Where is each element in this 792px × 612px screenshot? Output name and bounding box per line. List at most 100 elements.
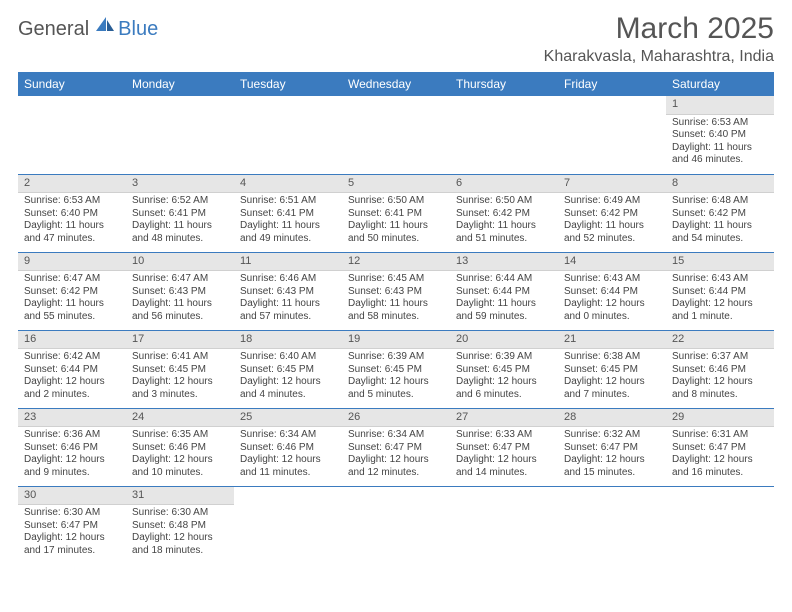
- day-number: 8: [666, 175, 774, 194]
- sunrise-line: Sunrise: 6:46 AM: [240, 273, 336, 286]
- day-body: Sunrise: 6:36 AMSunset: 6:46 PMDaylight:…: [18, 427, 126, 483]
- day-body: Sunrise: 6:32 AMSunset: 6:47 PMDaylight:…: [558, 427, 666, 483]
- sunrise-line: Sunrise: 6:36 AM: [24, 429, 120, 442]
- sunset-line: Sunset: 6:46 PM: [132, 442, 228, 455]
- sail-icon: [94, 15, 116, 38]
- calendar-cell: 13Sunrise: 6:44 AMSunset: 6:44 PMDayligh…: [450, 252, 558, 330]
- calendar-cell: 30Sunrise: 6:30 AMSunset: 6:47 PMDayligh…: [18, 486, 126, 564]
- calendar-cell: 7Sunrise: 6:49 AMSunset: 6:42 PMDaylight…: [558, 174, 666, 252]
- daylight-line: Daylight: 12 hours and 4 minutes.: [240, 376, 336, 401]
- sunrise-line: Sunrise: 6:43 AM: [672, 273, 768, 286]
- calendar-cell: 31Sunrise: 6:30 AMSunset: 6:48 PMDayligh…: [126, 486, 234, 564]
- daylight-line: Daylight: 12 hours and 18 minutes.: [132, 532, 228, 557]
- daylight-line: Daylight: 11 hours and 56 minutes.: [132, 298, 228, 323]
- calendar-cell: 6Sunrise: 6:50 AMSunset: 6:42 PMDaylight…: [450, 174, 558, 252]
- weekday-header: Wednesday: [342, 72, 450, 96]
- sunrise-line: Sunrise: 6:39 AM: [348, 351, 444, 364]
- weekday-header: Tuesday: [234, 72, 342, 96]
- daylight-line: Daylight: 11 hours and 58 minutes.: [348, 298, 444, 323]
- calendar-cell: 18Sunrise: 6:40 AMSunset: 6:45 PMDayligh…: [234, 330, 342, 408]
- daylight-line: Daylight: 11 hours and 55 minutes.: [24, 298, 120, 323]
- title-block: March 2025 Kharakvasla, Maharashtra, Ind…: [544, 12, 774, 66]
- day-body: Sunrise: 6:30 AMSunset: 6:47 PMDaylight:…: [18, 505, 126, 561]
- sunset-line: Sunset: 6:47 PM: [348, 442, 444, 455]
- calendar-cell-empty: [342, 486, 450, 564]
- sunrise-line: Sunrise: 6:42 AM: [24, 351, 120, 364]
- day-number: 3: [126, 175, 234, 194]
- sunrise-line: Sunrise: 6:37 AM: [672, 351, 768, 364]
- sunset-line: Sunset: 6:41 PM: [132, 208, 228, 221]
- calendar-cell: 17Sunrise: 6:41 AMSunset: 6:45 PMDayligh…: [126, 330, 234, 408]
- daylight-line: Daylight: 12 hours and 6 minutes.: [456, 376, 552, 401]
- calendar-cell-empty: [450, 486, 558, 564]
- daylight-line: Daylight: 12 hours and 16 minutes.: [672, 454, 768, 479]
- sunset-line: Sunset: 6:43 PM: [240, 286, 336, 299]
- calendar-cell-empty: [666, 486, 774, 564]
- calendar-cell-empty: [450, 96, 558, 174]
- day-body: Sunrise: 6:41 AMSunset: 6:45 PMDaylight:…: [126, 349, 234, 405]
- day-body: Sunrise: 6:35 AMSunset: 6:46 PMDaylight:…: [126, 427, 234, 483]
- day-number: 31: [126, 487, 234, 506]
- day-body: Sunrise: 6:30 AMSunset: 6:48 PMDaylight:…: [126, 505, 234, 561]
- calendar-cell: 15Sunrise: 6:43 AMSunset: 6:44 PMDayligh…: [666, 252, 774, 330]
- calendar-cell: 21Sunrise: 6:38 AMSunset: 6:45 PMDayligh…: [558, 330, 666, 408]
- calendar-cell: 16Sunrise: 6:42 AMSunset: 6:44 PMDayligh…: [18, 330, 126, 408]
- day-body: Sunrise: 6:48 AMSunset: 6:42 PMDaylight:…: [666, 193, 774, 249]
- calendar-row: 1Sunrise: 6:53 AMSunset: 6:40 PMDaylight…: [18, 96, 774, 174]
- sunrise-line: Sunrise: 6:30 AM: [24, 507, 120, 520]
- calendar-row: 23Sunrise: 6:36 AMSunset: 6:46 PMDayligh…: [18, 408, 774, 486]
- logo-text-2: Blue: [118, 18, 158, 41]
- sunset-line: Sunset: 6:42 PM: [456, 208, 552, 221]
- calendar-cell: 20Sunrise: 6:39 AMSunset: 6:45 PMDayligh…: [450, 330, 558, 408]
- day-body: Sunrise: 6:43 AMSunset: 6:44 PMDaylight:…: [558, 271, 666, 327]
- day-number: 27: [450, 409, 558, 428]
- sunset-line: Sunset: 6:45 PM: [564, 364, 660, 377]
- day-number: 22: [666, 331, 774, 350]
- daylight-line: Daylight: 12 hours and 9 minutes.: [24, 454, 120, 479]
- day-body: Sunrise: 6:40 AMSunset: 6:45 PMDaylight:…: [234, 349, 342, 405]
- day-number: 9: [18, 253, 126, 272]
- day-body: Sunrise: 6:39 AMSunset: 6:45 PMDaylight:…: [342, 349, 450, 405]
- calendar-body: 1Sunrise: 6:53 AMSunset: 6:40 PMDaylight…: [18, 96, 774, 564]
- daylight-line: Daylight: 12 hours and 11 minutes.: [240, 454, 336, 479]
- day-number: 25: [234, 409, 342, 428]
- day-body: Sunrise: 6:33 AMSunset: 6:47 PMDaylight:…: [450, 427, 558, 483]
- sunrise-line: Sunrise: 6:35 AM: [132, 429, 228, 442]
- sunrise-line: Sunrise: 6:51 AM: [240, 195, 336, 208]
- day-number: 4: [234, 175, 342, 194]
- daylight-line: Daylight: 12 hours and 8 minutes.: [672, 376, 768, 401]
- sunset-line: Sunset: 6:40 PM: [672, 129, 768, 142]
- daylight-line: Daylight: 12 hours and 1 minute.: [672, 298, 768, 323]
- day-body: Sunrise: 6:50 AMSunset: 6:42 PMDaylight:…: [450, 193, 558, 249]
- sunset-line: Sunset: 6:46 PM: [672, 364, 768, 377]
- day-number: 16: [18, 331, 126, 350]
- calendar-cell-empty: [234, 96, 342, 174]
- sunrise-line: Sunrise: 6:45 AM: [348, 273, 444, 286]
- daylight-line: Daylight: 11 hours and 50 minutes.: [348, 220, 444, 245]
- day-body: Sunrise: 6:52 AMSunset: 6:41 PMDaylight:…: [126, 193, 234, 249]
- calendar-cell: 10Sunrise: 6:47 AMSunset: 6:43 PMDayligh…: [126, 252, 234, 330]
- daylight-line: Daylight: 12 hours and 2 minutes.: [24, 376, 120, 401]
- sunrise-line: Sunrise: 6:41 AM: [132, 351, 228, 364]
- daylight-line: Daylight: 12 hours and 12 minutes.: [348, 454, 444, 479]
- sunset-line: Sunset: 6:43 PM: [348, 286, 444, 299]
- weekday-header: Sunday: [18, 72, 126, 96]
- daylight-line: Daylight: 11 hours and 59 minutes.: [456, 298, 552, 323]
- calendar-row: 30Sunrise: 6:30 AMSunset: 6:47 PMDayligh…: [18, 486, 774, 564]
- sunrise-line: Sunrise: 6:40 AM: [240, 351, 336, 364]
- weekday-header: Monday: [126, 72, 234, 96]
- sunrise-line: Sunrise: 6:44 AM: [456, 273, 552, 286]
- day-body: Sunrise: 6:46 AMSunset: 6:43 PMDaylight:…: [234, 271, 342, 327]
- weekday-header: Saturday: [666, 72, 774, 96]
- daylight-line: Daylight: 12 hours and 0 minutes.: [564, 298, 660, 323]
- daylight-line: Daylight: 12 hours and 5 minutes.: [348, 376, 444, 401]
- day-number: 11: [234, 253, 342, 272]
- sunset-line: Sunset: 6:43 PM: [132, 286, 228, 299]
- sunrise-line: Sunrise: 6:43 AM: [564, 273, 660, 286]
- day-body: Sunrise: 6:53 AMSunset: 6:40 PMDaylight:…: [666, 115, 774, 171]
- day-body: Sunrise: 6:34 AMSunset: 6:46 PMDaylight:…: [234, 427, 342, 483]
- calendar-cell: 22Sunrise: 6:37 AMSunset: 6:46 PMDayligh…: [666, 330, 774, 408]
- day-number: 20: [450, 331, 558, 350]
- calendar-cell: 27Sunrise: 6:33 AMSunset: 6:47 PMDayligh…: [450, 408, 558, 486]
- calendar-row: 16Sunrise: 6:42 AMSunset: 6:44 PMDayligh…: [18, 330, 774, 408]
